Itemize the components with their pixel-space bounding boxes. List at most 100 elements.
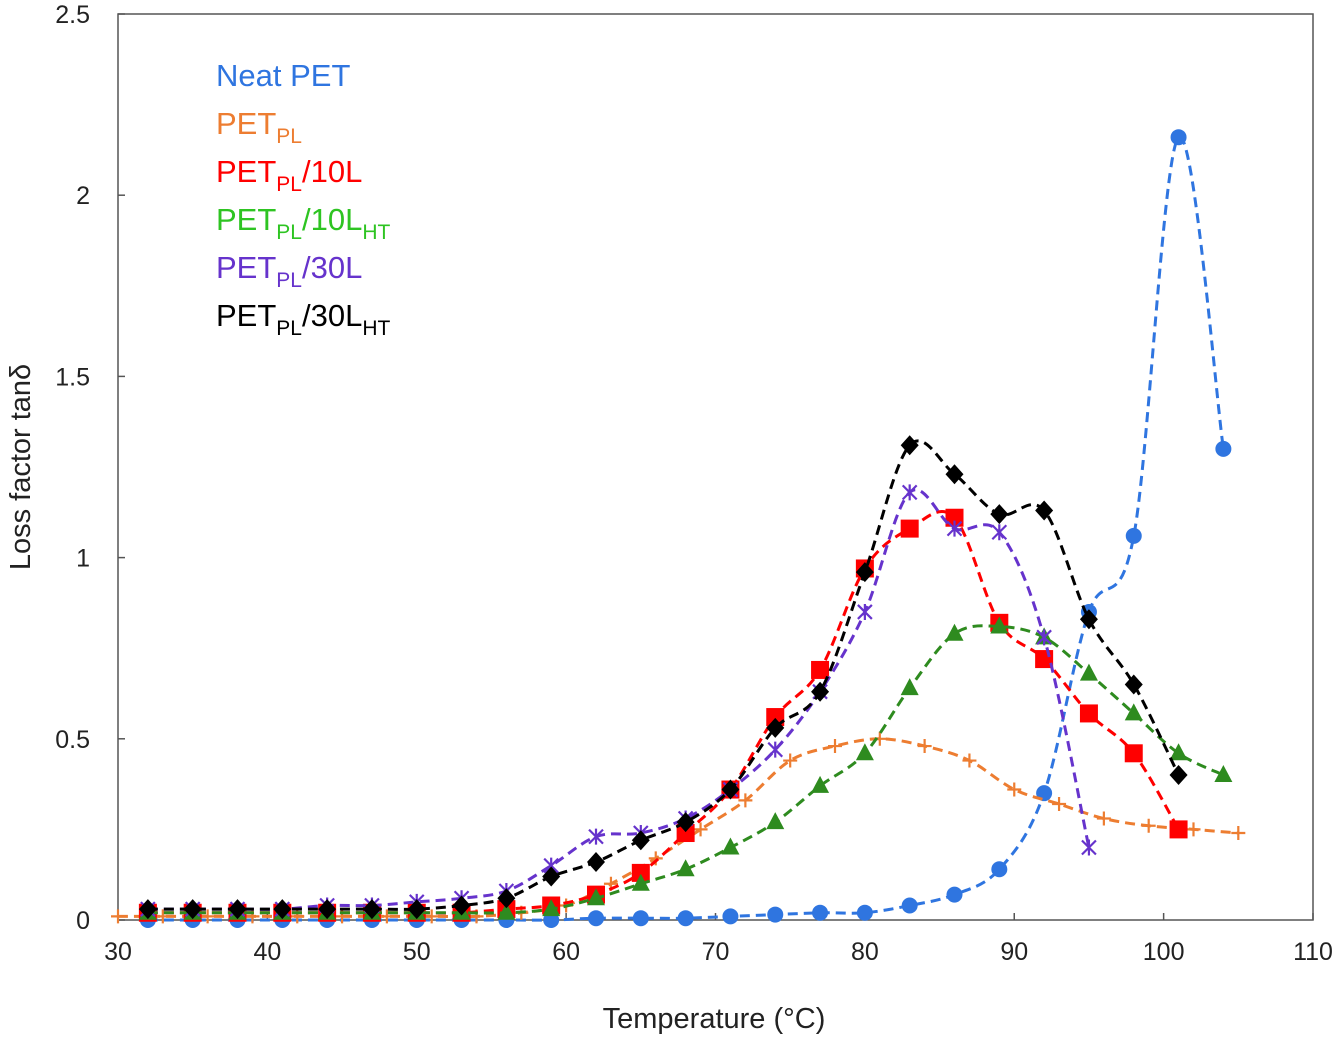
series-layer xyxy=(111,129,1246,928)
x-tick-label: 70 xyxy=(702,938,730,966)
data-point xyxy=(587,888,605,906)
data-point xyxy=(900,435,919,456)
data-point xyxy=(767,741,784,758)
data-point xyxy=(677,910,694,927)
legend-subscript: PL xyxy=(276,317,302,340)
series-2 xyxy=(138,508,1188,922)
series-line xyxy=(147,510,1180,915)
legend-label: /30L xyxy=(302,298,362,333)
data-point xyxy=(812,904,829,921)
data-point xyxy=(631,830,650,851)
data-point xyxy=(1215,440,1232,457)
y-tick-label: 1 xyxy=(76,545,90,573)
data-point xyxy=(1141,818,1156,833)
data-point xyxy=(648,851,663,866)
y-tick-label: 1.5 xyxy=(55,363,90,391)
data-point xyxy=(111,909,125,924)
legend-label: PET xyxy=(216,106,276,141)
x-axis-title: Temperature (°C) xyxy=(603,1003,826,1035)
data-point xyxy=(631,863,650,882)
legend-subscript: HT xyxy=(362,317,390,340)
x-tick-label: 50 xyxy=(403,938,431,966)
legend-label: /10L xyxy=(302,202,362,237)
data-point xyxy=(407,899,426,920)
legend-entry: Neat PET xyxy=(216,58,350,93)
y-tick-label: 0.5 xyxy=(55,726,90,754)
data-point xyxy=(900,678,919,696)
y-tick-label: 2.5 xyxy=(55,1,90,29)
data-point xyxy=(588,828,604,845)
series-3 xyxy=(138,616,1233,920)
data-point xyxy=(991,524,1008,541)
legend-entry: PETPL/30L xyxy=(216,250,362,292)
y-tick-label: 2 xyxy=(76,182,90,210)
data-point xyxy=(738,793,753,808)
data-point xyxy=(900,519,919,538)
data-point xyxy=(1169,820,1188,839)
data-point xyxy=(1170,129,1187,146)
data-point xyxy=(855,743,874,761)
data-point xyxy=(676,859,695,877)
data-point xyxy=(379,909,394,924)
legend: Neat PETPETPLPETPL/10LPETPL/10LHTPETPL/3… xyxy=(216,58,390,340)
x-tick-label: 110 xyxy=(1293,938,1333,966)
data-point xyxy=(990,616,1009,634)
data-point xyxy=(1079,663,1098,681)
data-point xyxy=(783,753,798,768)
data-point xyxy=(693,822,708,837)
data-point xyxy=(767,906,784,923)
data-point xyxy=(721,779,740,800)
x-tick-label: 40 xyxy=(253,938,281,966)
legend-subscript: PL xyxy=(276,173,302,196)
series-5 xyxy=(138,435,1188,920)
data-point xyxy=(228,899,247,920)
data-point xyxy=(855,562,874,583)
plot-frame xyxy=(117,13,1314,921)
data-point xyxy=(1169,765,1188,786)
legend-label: /30L xyxy=(302,250,362,285)
legend-label: PET xyxy=(216,298,276,333)
data-point xyxy=(990,504,1009,525)
data-point xyxy=(946,886,963,903)
x-tick-label: 60 xyxy=(552,938,580,966)
data-point xyxy=(1096,811,1111,826)
data-point xyxy=(631,873,650,891)
data-point xyxy=(497,902,516,920)
data-point xyxy=(1214,765,1233,783)
data-point xyxy=(811,681,830,702)
data-point xyxy=(721,837,740,855)
data-point xyxy=(828,739,842,754)
data-point xyxy=(917,739,932,754)
data-point xyxy=(155,909,170,924)
data-point xyxy=(542,866,561,887)
data-point xyxy=(857,603,873,620)
legend-entry: PETPL/30LHT xyxy=(216,298,390,340)
data-point xyxy=(1036,629,1052,646)
data-point xyxy=(588,910,604,927)
data-point xyxy=(946,520,963,537)
data-point xyxy=(962,753,977,768)
data-point xyxy=(273,899,292,920)
data-point xyxy=(1007,782,1022,797)
legend-label: PET xyxy=(216,250,276,285)
data-point xyxy=(1124,744,1143,763)
data-point xyxy=(766,717,785,738)
legend-label: PET xyxy=(216,202,276,237)
data-point xyxy=(1186,822,1201,837)
data-point xyxy=(722,908,739,925)
data-point xyxy=(424,909,439,924)
data-point xyxy=(901,897,918,914)
data-point xyxy=(1125,527,1142,544)
data-point xyxy=(138,899,157,920)
data-point xyxy=(542,899,561,917)
x-tick-label: 90 xyxy=(1000,938,1028,966)
data-point xyxy=(1035,500,1054,521)
legend-label: PET xyxy=(216,154,276,189)
data-point xyxy=(318,899,337,920)
data-point xyxy=(362,899,381,920)
data-point xyxy=(991,861,1008,878)
data-point xyxy=(587,852,605,873)
x-tick-label: 80 xyxy=(851,938,879,966)
data-point xyxy=(811,775,830,793)
